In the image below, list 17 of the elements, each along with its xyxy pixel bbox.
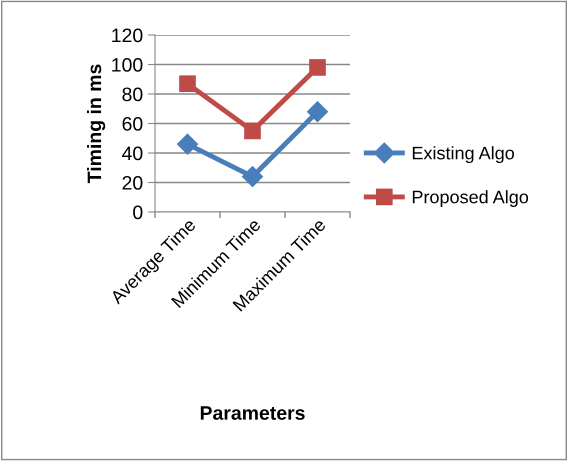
y-tick-label: 80 <box>122 87 142 102</box>
point <box>309 59 326 76</box>
point <box>176 134 198 155</box>
x-axis-title: Parameters <box>200 406 305 420</box>
point <box>242 166 264 188</box>
y-tick-label: 120 <box>112 28 142 42</box>
point <box>244 122 261 140</box>
y-tick-label: 20 <box>122 176 142 190</box>
y-axis-title: Timing in ms <box>86 64 106 184</box>
y-tick-label: 40 <box>122 146 142 160</box>
point <box>306 101 328 122</box>
legend-label: Proposed Algo <box>412 190 528 207</box>
y-tick-label: 100 <box>112 58 142 72</box>
y-tick-label: 0 <box>133 205 142 220</box>
point <box>179 75 196 92</box>
legend-label: Existing Algo <box>412 146 514 164</box>
y-tick-label: 60 <box>122 116 142 131</box>
